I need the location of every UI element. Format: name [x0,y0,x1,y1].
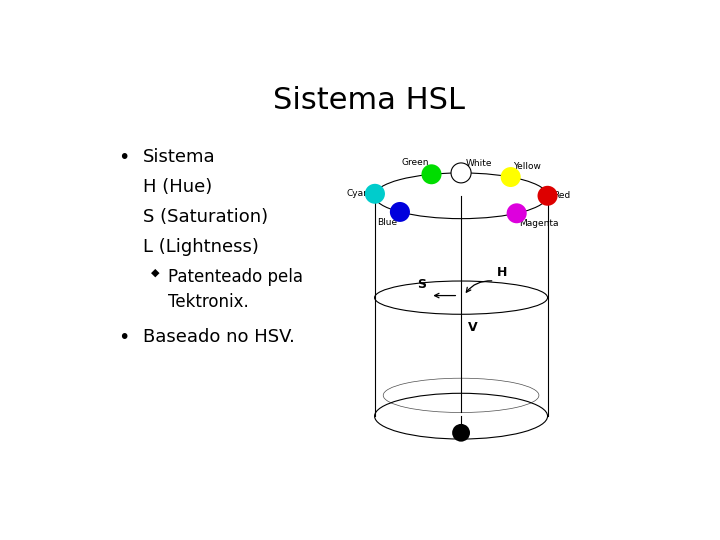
Ellipse shape [421,164,441,184]
Text: Patenteado pela
Tektronix.: Patenteado pela Tektronix. [168,268,303,310]
Text: Sistema: Sistema [143,148,215,166]
Text: Magenta: Magenta [519,219,559,228]
Ellipse shape [500,167,521,187]
Text: H: H [498,266,508,279]
Text: ◆: ◆ [151,268,160,278]
Text: H (Hue): H (Hue) [143,178,212,196]
Text: Sistema HSL: Sistema HSL [273,85,465,114]
Ellipse shape [507,204,527,223]
Text: S (Saturation): S (Saturation) [143,208,268,226]
Ellipse shape [452,424,470,442]
Ellipse shape [390,202,410,222]
Text: White: White [466,159,492,168]
Ellipse shape [538,186,557,206]
Text: L (Lightness): L (Lightness) [143,238,259,256]
Text: S: S [417,279,426,292]
Text: Green: Green [401,158,428,167]
Text: Baseado no HSV.: Baseado no HSV. [143,328,295,346]
Text: Blue: Blue [377,218,397,227]
Text: •: • [118,328,130,347]
Text: •: • [118,148,130,167]
Ellipse shape [365,184,385,204]
Text: Red: Red [553,191,570,200]
Ellipse shape [451,163,471,183]
Text: Cyan: Cyan [346,190,369,198]
Text: V: V [468,321,477,334]
Text: Yellow: Yellow [513,162,541,171]
